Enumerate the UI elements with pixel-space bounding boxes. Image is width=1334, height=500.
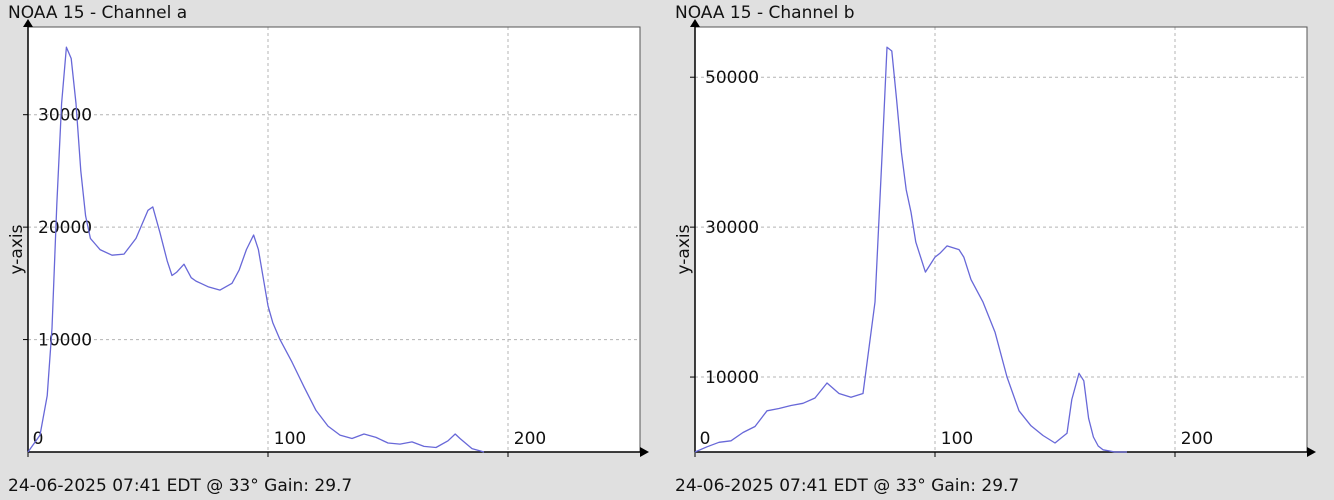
plot-frame [28, 26, 641, 452]
plot-area [28, 27, 640, 452]
x-axis-arrow [1307, 447, 1316, 457]
y-tick-label: 30000 [38, 106, 92, 126]
chart-title: NOAA 15 - Channel b [675, 3, 855, 23]
chart-title: NOAA 15 - Channel a [8, 3, 188, 23]
x-tick-label: 100 [941, 429, 973, 449]
y-axis-label: y-axis [674, 224, 694, 274]
y-tick-label: 10000 [38, 331, 92, 351]
chart-panel-a: NOAA 15 - Channel a 0 100 200 10000 20000 300… [7, 3, 649, 496]
x-tick-label: 200 [514, 429, 546, 449]
y-tick-label: 20000 [38, 218, 92, 238]
chart-b-plot: 0 100 200 10000 30000 50000 y-axis [674, 19, 1316, 457]
x-tick-label: 200 [1181, 429, 1213, 449]
y-axis-arrow [23, 19, 33, 27]
y-axis-label: y-axis [7, 224, 27, 274]
plot-frame [695, 26, 1308, 452]
y-tick-label: 30000 [705, 218, 759, 238]
plot-area [695, 27, 1307, 452]
series-line [694, 46, 1127, 453]
y-axis-arrow [690, 19, 700, 27]
chart-footer: 24-06-2025 07:41 EDT @ 33° Gain: 29.7 [675, 476, 1020, 496]
x-tick-label: 100 [274, 429, 306, 449]
x-axis-arrow [640, 447, 649, 457]
x-tick-label: 0 [700, 429, 711, 449]
y-tick-label: 50000 [705, 68, 759, 88]
chart-panel-b: NOAA 15 - Channel b 0 100 200 10000 30000 500… [667, 0, 1334, 500]
chart-footer: 24-06-2025 07:41 EDT @ 33° Gain: 29.7 [8, 476, 353, 496]
series-line [27, 46, 485, 453]
y-tick-label: 10000 [705, 368, 759, 388]
